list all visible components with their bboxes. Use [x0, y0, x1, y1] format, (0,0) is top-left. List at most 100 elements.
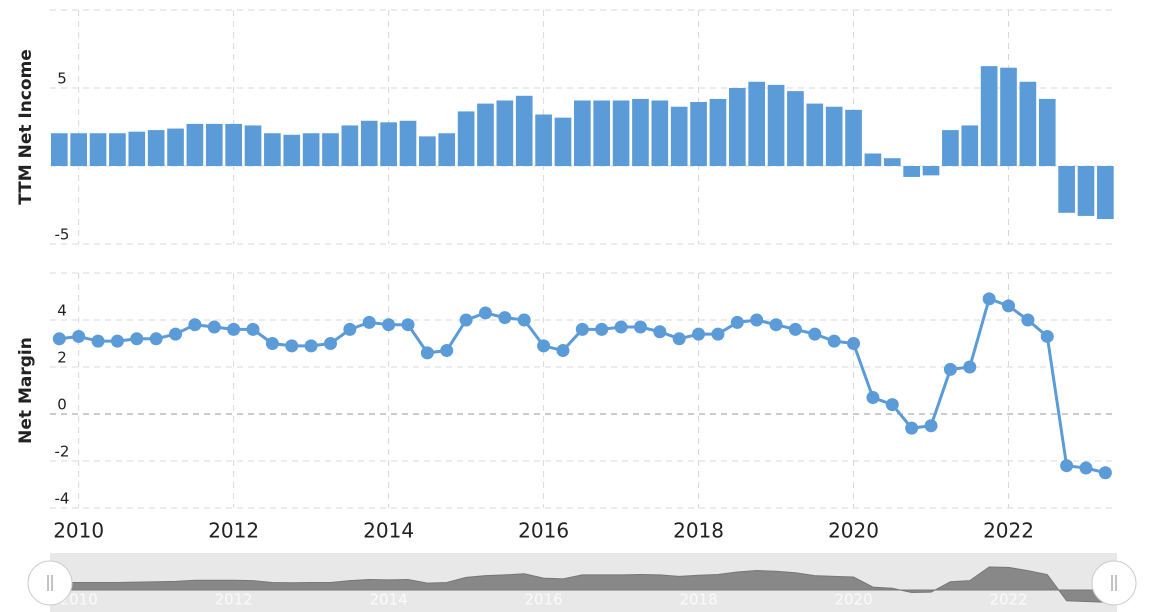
point: [963, 360, 977, 374]
point: [149, 332, 163, 346]
bar: [147, 130, 165, 166]
navigator-area: [58, 566, 1106, 603]
point: [866, 391, 880, 405]
y-tick-label: -5: [55, 226, 70, 244]
bar: [922, 166, 940, 176]
point: [1021, 313, 1035, 327]
point: [188, 318, 202, 332]
bar: [438, 133, 456, 166]
navigator-label: 2022: [989, 591, 1027, 609]
bar: [903, 166, 920, 177]
y-axis-title: Net Margin: [16, 337, 36, 444]
point: [905, 421, 919, 435]
bar: [670, 106, 688, 166]
point: [459, 313, 473, 327]
point: [1002, 299, 1016, 313]
navigator-label: 2010: [60, 591, 98, 609]
bar: [205, 123, 223, 166]
bar: [360, 120, 378, 166]
bar: [883, 158, 901, 166]
point: [575, 322, 589, 336]
bar: [980, 66, 998, 166]
point: [401, 318, 415, 332]
point: [110, 334, 124, 348]
bar: [961, 125, 979, 166]
bar: [632, 98, 649, 166]
bar: [709, 98, 727, 166]
bar: [70, 133, 88, 166]
bar: [302, 133, 320, 166]
bar: [109, 133, 126, 166]
bar: [1097, 166, 1114, 220]
point: [304, 339, 318, 353]
point: [1079, 461, 1093, 475]
navigator-handle[interactable]: [1091, 560, 1137, 606]
point: [614, 320, 628, 334]
point: [420, 346, 434, 360]
x-tick-label: 2012: [208, 519, 259, 543]
bar: [651, 100, 669, 166]
point: [72, 329, 86, 343]
y-tick-label: 0: [57, 396, 67, 414]
bar: [845, 109, 862, 166]
point: [537, 339, 551, 353]
bar: [574, 100, 591, 166]
point: [91, 334, 105, 348]
point: [1040, 329, 1054, 343]
bar: [283, 134, 301, 166]
bar: [380, 122, 397, 166]
bar: [167, 128, 184, 166]
point: [750, 313, 764, 327]
point: [595, 322, 609, 336]
bar: [322, 133, 339, 166]
bar: [554, 117, 572, 166]
bar: [128, 131, 146, 166]
bar: [767, 84, 785, 166]
bar: [515, 95, 533, 166]
bar: [1019, 81, 1037, 166]
navigator-label: 2018: [679, 591, 717, 609]
point: [324, 337, 338, 350]
bar: [1000, 67, 1017, 166]
bar: [825, 106, 843, 166]
bar: [225, 123, 242, 166]
point: [924, 419, 938, 433]
navigator-label: 2014: [370, 591, 408, 609]
navigator-label: 2016: [525, 591, 563, 609]
bar: [593, 100, 611, 166]
bar: [50, 133, 68, 166]
navigator-handle[interactable]: [27, 560, 73, 606]
bar: [864, 153, 882, 166]
point: [227, 322, 241, 336]
bar: [477, 103, 494, 166]
point: [692, 327, 706, 341]
point: [788, 322, 802, 336]
x-tick-label: 2018: [673, 519, 724, 543]
point: [382, 318, 396, 332]
bar: [612, 100, 630, 166]
point: [440, 344, 454, 358]
point: [885, 398, 899, 412]
x-tick-label: 2016: [518, 519, 569, 543]
point: [711, 327, 725, 341]
bar: [457, 111, 475, 166]
point: [982, 292, 996, 306]
point: [769, 318, 783, 332]
bar: [1058, 166, 1075, 213]
bar: [728, 88, 746, 166]
point: [246, 322, 260, 336]
point: [827, 334, 841, 348]
bar: [89, 133, 107, 166]
point: [1060, 459, 1074, 473]
x-tick-label: 2022: [983, 519, 1034, 543]
bar: [244, 125, 262, 166]
y-tick-label: 2: [57, 349, 67, 367]
bar: [341, 125, 359, 166]
bar: [942, 130, 959, 166]
x-tick-label: 2014: [363, 519, 414, 543]
navigator-label: 2020: [834, 591, 872, 609]
point: [556, 344, 570, 358]
bar: [419, 136, 436, 166]
y-tick-label: 5: [57, 70, 67, 88]
